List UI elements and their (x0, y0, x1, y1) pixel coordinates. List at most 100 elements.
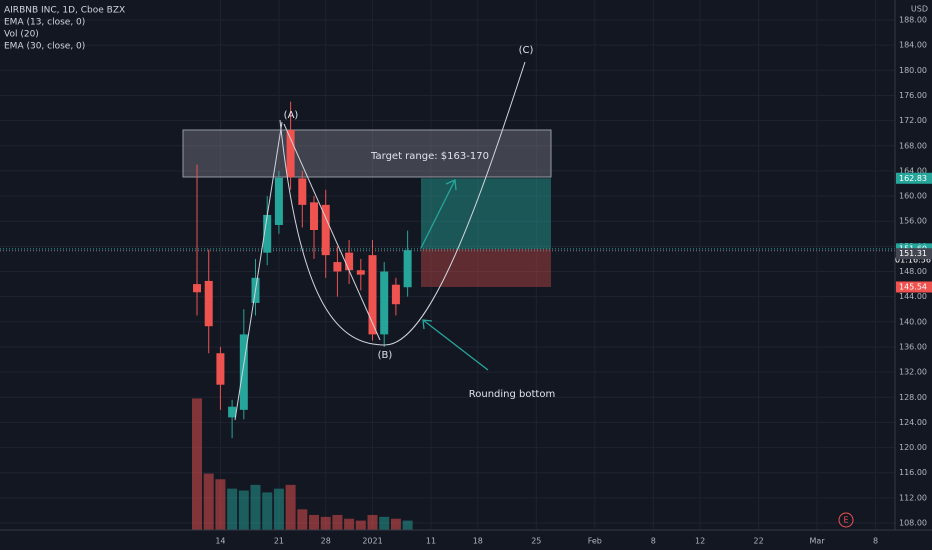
candle-body (193, 284, 202, 293)
candle-body (321, 204, 330, 256)
price-axis (895, 0, 932, 550)
price-tag (896, 172, 932, 184)
y-tick-label: 124.00 (899, 418, 927, 427)
y-tick-label: 180.00 (899, 66, 927, 75)
x-tick-label: 25 (531, 537, 541, 546)
y-tick-label: 188.00 (899, 15, 927, 24)
price-tag (896, 281, 932, 293)
volume-bar (273, 488, 284, 530)
y-tick-label: 120.00 (899, 443, 927, 452)
y-tick-label: 136.00 (899, 342, 927, 351)
y-tick-label: 184.00 (899, 41, 927, 50)
x-tick-label: 11 (426, 537, 436, 546)
target-range-label: Target range: $163-170 (370, 151, 489, 162)
y-tick-label: 176.00 (899, 91, 927, 100)
volume-bar (215, 479, 226, 530)
x-tick-label: 2021 (362, 537, 382, 546)
volume-bar (285, 484, 296, 530)
price-tag-label: 145.54 (899, 282, 927, 291)
x-tick-label: 8 (873, 537, 878, 546)
candle-body (216, 353, 225, 385)
candle-body (403, 250, 412, 288)
y-tick-label: 148.00 (899, 267, 927, 276)
y-tick-label: 156.00 (899, 217, 927, 226)
countdown: 01:16:56 (895, 255, 931, 264)
x-tick-label: Mar (810, 537, 826, 546)
axes: 108.00 112.00 116.00 120.00 124.00 128.00 132.… (215, 15, 932, 546)
candle-body (391, 284, 400, 305)
volume-bar (320, 516, 331, 530)
y-tick-label: 116.00 (899, 468, 927, 477)
earnings-marker[interactable]: E (843, 516, 848, 525)
x-tick-label: 14 (215, 537, 225, 546)
x-tick-label: 21 (274, 537, 284, 546)
profit-zone (421, 178, 551, 249)
rounding-curve (279, 61, 526, 346)
candle-body (310, 202, 319, 231)
indicator: Vol (20) (4, 30, 39, 40)
pattern-label: Rounding bottom (469, 389, 555, 400)
volume-bar (379, 516, 390, 530)
y-tick-label: 144.00 (899, 292, 927, 301)
y-tick-label: 132.00 (899, 368, 927, 377)
price-tag-label: 151.31 (899, 249, 927, 258)
y-tick-label: 108.00 (899, 519, 927, 528)
candle-body (333, 262, 342, 272)
x-tick-label: 8 (651, 537, 656, 546)
loss-zone (421, 248, 551, 287)
candle-body (286, 130, 295, 178)
volume-bar (390, 518, 401, 530)
volume-bar (332, 514, 343, 530)
candles (193, 101, 412, 439)
volume-bar (238, 490, 249, 530)
trend-line (234, 121, 283, 421)
candle-body (204, 280, 213, 327)
x-tick-label: 22 (753, 537, 763, 546)
y-tick-label: 140.00 (899, 317, 927, 326)
volume-bar (344, 518, 355, 530)
volume-bar (203, 473, 214, 530)
arrows (420, 179, 489, 371)
y-tick-label: 172.00 (899, 116, 927, 125)
trend-line (283, 123, 381, 341)
arrow (420, 179, 457, 249)
y-tick-label: 128.00 (899, 393, 927, 402)
arrow (422, 319, 489, 371)
volume-bar (297, 509, 308, 530)
volume-bar (250, 484, 261, 530)
label-a: (A) (284, 110, 299, 121)
label-b: (B) (378, 350, 393, 361)
candle-body (380, 271, 389, 335)
y-tick-label: 112.00 (899, 493, 927, 502)
candle-body (356, 270, 365, 275)
x-tick-label: 28 (321, 537, 331, 546)
volume-bar (367, 514, 378, 530)
indicator: EMA (30, close, 0) (4, 42, 85, 52)
candle-body (298, 178, 307, 205)
volume-bar (192, 398, 203, 530)
y-tick-label: 164.00 (899, 166, 927, 175)
position-box (0, 178, 895, 287)
volume-bar (309, 514, 320, 530)
price-tag (896, 248, 932, 260)
x-tick-label: Feb (588, 537, 602, 546)
symbol: AIRBNB INC, 1D, Cboe BZX (4, 6, 125, 16)
volume-bar (355, 520, 366, 530)
volume-pane (192, 398, 413, 530)
x-tick-label: 18 (473, 537, 483, 546)
volume-bar (227, 488, 238, 530)
currency: USD (911, 5, 928, 14)
volume-bar (262, 492, 273, 530)
label-c: (C) (519, 45, 534, 56)
candle-body (345, 252, 354, 271)
indicator: EMA (13, close, 0) (4, 18, 85, 28)
candle-body (239, 334, 248, 410)
x-tick-label: 12 (695, 537, 705, 546)
y-tick-label: 168.00 (899, 141, 927, 150)
candle-body (368, 255, 377, 335)
price-tag-label: 162.83 (899, 174, 927, 183)
pattern-drawings (234, 61, 526, 421)
earnings-icon[interactable] (838, 512, 854, 528)
